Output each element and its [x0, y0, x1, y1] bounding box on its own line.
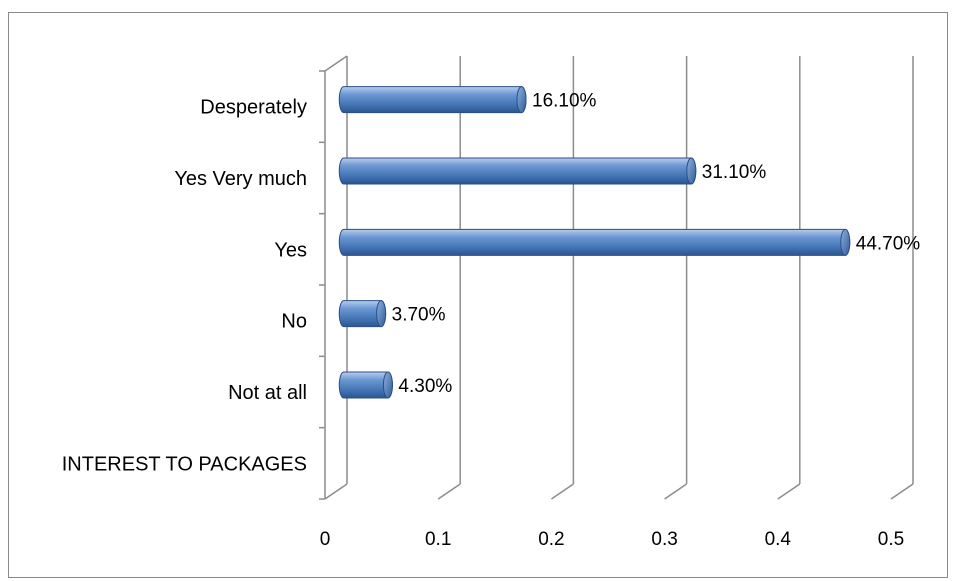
bar-cap	[840, 228, 851, 256]
bar-cap	[516, 86, 527, 114]
grid-layer	[324, 56, 914, 500]
chart-frame: INTEREST TO PACKAGES Not at all 4.30% No 3.7…	[8, 12, 948, 578]
bar-cap	[376, 300, 387, 328]
floor-line	[437, 483, 461, 500]
bar-cap	[382, 371, 393, 399]
x-tick-label: 0.2	[538, 529, 564, 550]
label-layer: INTEREST TO PACKAGES Not at all 4.30% No 3.7…	[62, 91, 921, 550]
bar-cap	[686, 157, 697, 185]
data-label: 44.70%	[856, 233, 921, 254]
x-tick-label: 0.1	[425, 529, 451, 550]
floor-line	[777, 483, 801, 500]
bar-body	[338, 228, 851, 256]
category-label: Yes Very much	[174, 168, 307, 190]
x-tick-label: 0.3	[651, 529, 677, 550]
floor-line	[664, 483, 688, 500]
category-label: No	[281, 311, 307, 333]
axis-layer	[319, 55, 348, 500]
data-label: 3.70%	[392, 305, 446, 326]
x-tick-label: 0	[320, 529, 331, 550]
data-label: 16.10%	[532, 91, 597, 112]
bar-body	[338, 157, 697, 185]
category-axis-top-edge	[324, 55, 348, 72]
x-tick-label: 0.5	[878, 529, 904, 550]
x-tick-label: 0.4	[765, 529, 792, 550]
category-label: Desperately	[200, 97, 307, 119]
category-label: INTEREST TO PACKAGES	[62, 453, 307, 475]
bar-body	[338, 86, 527, 114]
floor-line	[550, 483, 574, 500]
bar-layer	[338, 86, 851, 399]
data-label: 31.10%	[702, 162, 767, 183]
category-label: Yes	[274, 239, 307, 261]
floor-line	[890, 483, 914, 500]
data-label: 4.30%	[398, 376, 452, 397]
floor-line	[324, 483, 348, 500]
chart-svg: INTEREST TO PACKAGES Not at all 4.30% No 3.7…	[62, 55, 921, 550]
category-label: Not at all	[228, 382, 307, 404]
